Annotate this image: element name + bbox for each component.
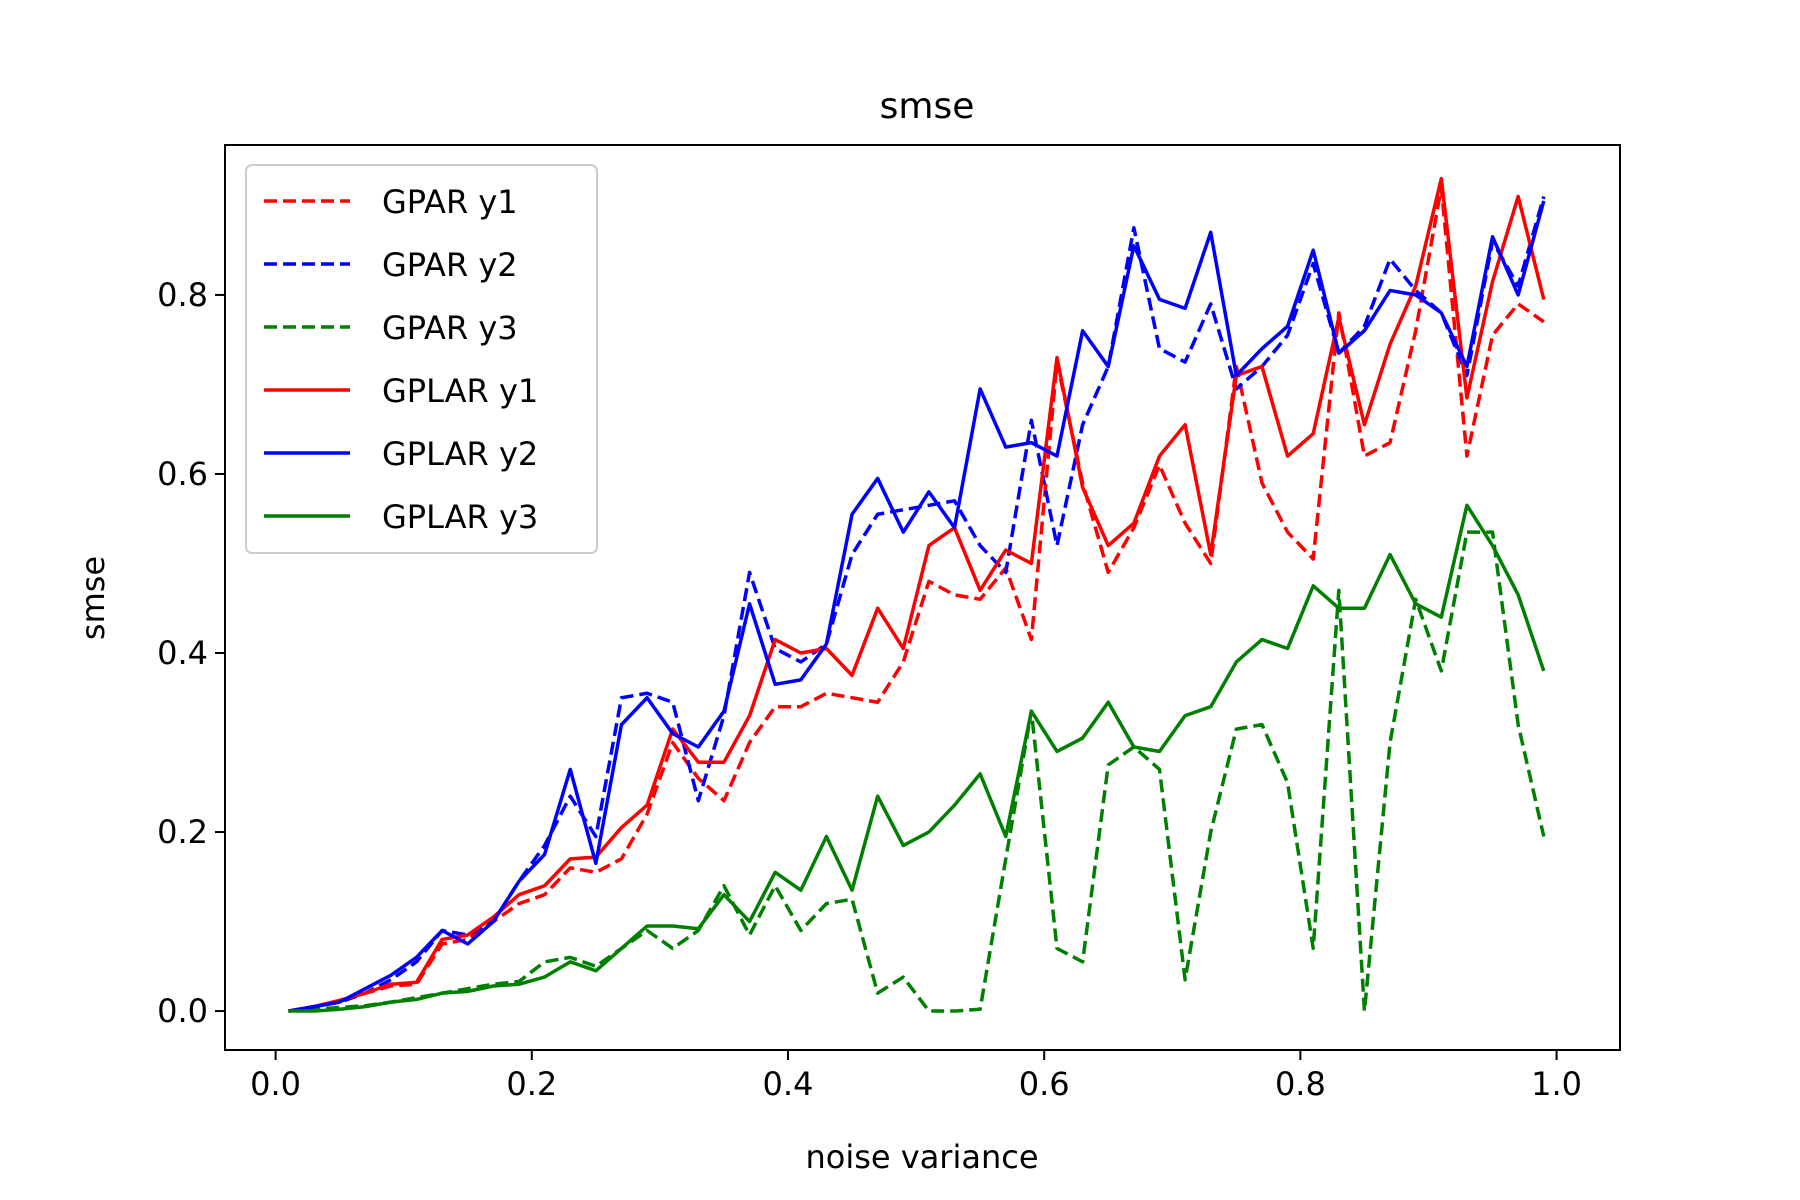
legend-label: GPLAR y2 [382,435,538,473]
x-tick-label: 0.0 [250,1065,301,1103]
x-tick-label: 1.0 [1531,1065,1582,1103]
legend-label: GPLAR y3 [382,498,538,536]
legend-label: GPAR y3 [382,309,518,347]
y-axis-label: smse [74,556,112,640]
x-tick-label: 0.8 [1275,1065,1326,1103]
legend: GPAR y1 GPAR y2 GPAR y3 GPLAR y1 GPLAR y2 GPL… [245,164,598,554]
x-tick-label: 0.6 [1019,1065,1070,1103]
legend-frame [245,164,598,554]
series-line-gplar-y2 [288,200,1546,1013]
series-lines [288,176,1546,1013]
y-axis-ticks: 0.0 0.2 0.4 0.6 0.8 [157,276,225,1030]
series-line-gpar-y1 [288,185,1545,1013]
chart-title: smse [880,86,975,127]
x-axis-label: noise variance [805,1138,1038,1176]
series-line-gplar-y3 [288,503,1546,1013]
legend-label: GPAR y1 [382,183,518,221]
y-tick-label: 0.6 [157,455,208,493]
x-tick-label: 0.2 [506,1065,557,1103]
y-tick-label: 0.2 [157,813,208,851]
x-tick-label: 0.4 [763,1065,814,1103]
legend-label: GPLAR y1 [382,372,538,410]
x-axis-ticks: 0.0 0.2 0.4 0.6 0.8 1.0 [250,1050,1582,1103]
y-tick-label: 0.4 [157,634,208,672]
y-tick-label: 0.8 [157,276,208,314]
legend-label: GPAR y2 [382,246,518,284]
y-tick-label: 0.0 [157,992,208,1030]
series-line-gpar-y3 [288,530,1546,1013]
